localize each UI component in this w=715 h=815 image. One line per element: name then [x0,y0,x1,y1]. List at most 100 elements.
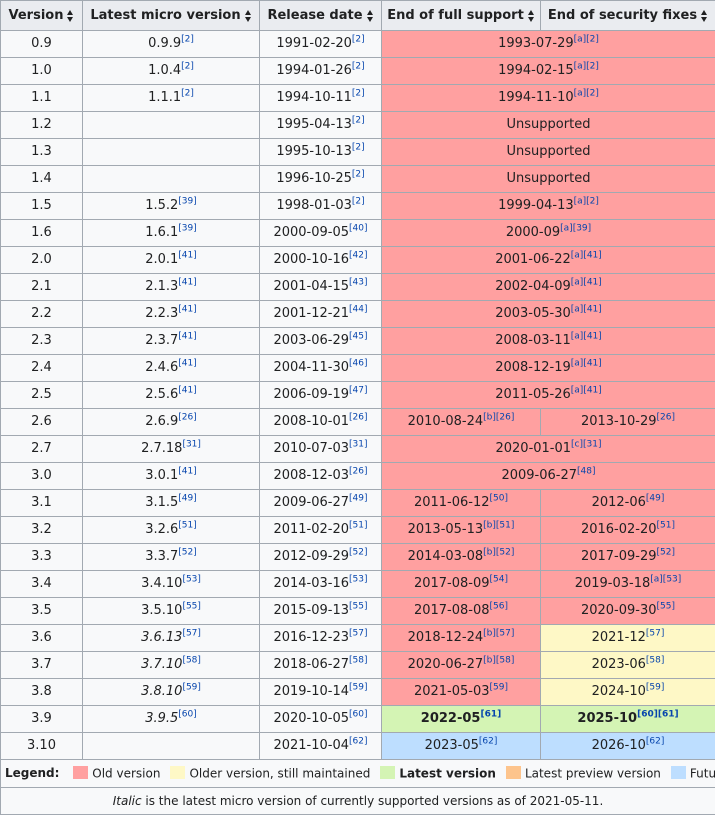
reference-link[interactable]: [50] [490,494,508,504]
reference-link[interactable]: [2] [352,62,365,72]
reference-link[interactable]: [48] [577,467,595,477]
reference-link[interactable]: [46] [349,359,367,369]
reference-link[interactable]: [52] [349,548,367,558]
full-support-value: 2000-09 [506,225,560,240]
reference-link[interactable]: [55] [657,602,675,612]
reference-link[interactable]: [49] [178,494,196,504]
reference-link[interactable]: [58] [349,656,367,666]
reference-link[interactable]: [41] [178,251,196,261]
reference-link[interactable]: [41] [178,278,196,288]
reference-link[interactable]: [62] [646,737,664,747]
reference-link[interactable]: [53] [349,575,367,585]
reference-link[interactable]: [55] [349,602,367,612]
reference-link[interactable]: [51] [349,521,367,531]
reference-link[interactable]: [a][2] [574,89,599,99]
reference-link[interactable]: [59] [349,683,367,693]
reference-link[interactable]: [26] [657,413,675,423]
reference-link[interactable]: [42] [349,251,367,261]
reference-link[interactable]: [44] [349,305,367,315]
reference-link[interactable]: [b][51] [483,521,514,531]
reference-link[interactable]: [60] [178,710,196,720]
reference-link[interactable]: [a][41] [571,359,602,369]
reference-link[interactable]: [b][52] [483,548,514,558]
reference-link[interactable]: [a][41] [571,305,602,315]
reference-link[interactable]: [57] [646,629,664,639]
reference-link[interactable]: [a][41] [571,278,602,288]
header-full-support[interactable]: End of full support [382,1,541,31]
micro-version-value: 3.1.5 [145,495,178,510]
release-date-value: 1994-10-11 [276,90,352,105]
reference-link[interactable]: [2] [352,143,365,153]
reference-link[interactable]: [a][2] [574,62,599,72]
reference-link[interactable]: [2] [352,116,365,126]
sort-icon[interactable] [528,10,535,22]
reference-link[interactable]: [40] [349,224,367,234]
reference-link[interactable]: [c][31] [571,440,601,450]
sort-icon[interactable] [67,10,74,22]
reference-link[interactable]: [a][2] [574,35,599,45]
legend-title: Legend: [5,766,59,780]
reference-link[interactable]: [2] [352,170,365,180]
reference-link[interactable]: [41] [178,467,196,477]
reference-link[interactable]: [58] [182,656,200,666]
reference-link[interactable]: [39] [178,197,196,207]
reference-link[interactable]: [2] [181,35,194,45]
reference-link[interactable]: [a][41] [571,251,602,261]
reference-link[interactable]: [b][58] [483,656,514,666]
reference-link[interactable]: [39] [178,224,196,234]
reference-link[interactable]: [45] [349,332,367,342]
reference-link[interactable]: [60][61] [637,710,679,720]
reference-link[interactable]: [a][41] [571,386,602,396]
reference-link[interactable]: [a][53] [650,575,681,585]
reference-link[interactable]: [41] [178,359,196,369]
reference-link[interactable]: [31] [182,440,200,450]
release-date-cell: 2012-09-29[52] [260,544,382,571]
reference-link[interactable]: [49] [349,494,367,504]
reference-link[interactable]: [26] [178,413,196,423]
reference-link[interactable]: [2] [352,89,365,99]
reference-link[interactable]: [2] [181,62,194,72]
reference-link[interactable]: [2] [352,197,365,207]
reference-link[interactable]: [62] [349,737,367,747]
header-version[interactable]: Version [1,1,83,31]
reference-link[interactable]: [43] [349,278,367,288]
reference-link[interactable]: [58] [646,656,664,666]
reference-link[interactable]: [53] [182,575,200,585]
reference-link[interactable]: [b][57] [483,629,514,639]
sort-icon[interactable] [701,10,708,22]
reference-link[interactable]: [62] [479,737,497,747]
reference-link[interactable]: [2] [181,89,194,99]
reference-link[interactable]: [52] [657,548,675,558]
header-security-fixes[interactable]: End of security fixes [541,1,715,31]
header-micro[interactable]: Latest micro version [83,1,260,31]
reference-link[interactable]: [31] [349,440,367,450]
reference-link[interactable]: [26] [349,413,367,423]
reference-link[interactable]: [b][26] [483,413,514,423]
reference-link[interactable]: [59] [490,683,508,693]
reference-link[interactable]: [49] [646,494,664,504]
sort-icon[interactable] [245,10,252,22]
sort-icon[interactable] [367,10,374,22]
reference-link[interactable]: [41] [178,305,196,315]
reference-link[interactable]: [2] [352,35,365,45]
reference-link[interactable]: [52] [178,548,196,558]
reference-link[interactable]: [60] [349,710,367,720]
reference-link[interactable]: [61] [480,710,501,720]
reference-link[interactable]: [57] [182,629,200,639]
reference-link[interactable]: [54] [490,575,508,585]
reference-link[interactable]: [51] [657,521,675,531]
reference-link[interactable]: [a][2] [574,197,599,207]
reference-link[interactable]: [55] [182,602,200,612]
reference-link[interactable]: [57] [349,629,367,639]
reference-link[interactable]: [41] [178,386,196,396]
header-release[interactable]: Release date [260,1,382,31]
reference-link[interactable]: [56] [490,602,508,612]
reference-link[interactable]: [a][39] [560,224,591,234]
reference-link[interactable]: [59] [182,683,200,693]
reference-link[interactable]: [26] [349,467,367,477]
reference-link[interactable]: [47] [349,386,367,396]
reference-link[interactable]: [a][41] [571,332,602,342]
reference-link[interactable]: [51] [178,521,196,531]
reference-link[interactable]: [41] [178,332,196,342]
reference-link[interactable]: [59] [646,683,664,693]
